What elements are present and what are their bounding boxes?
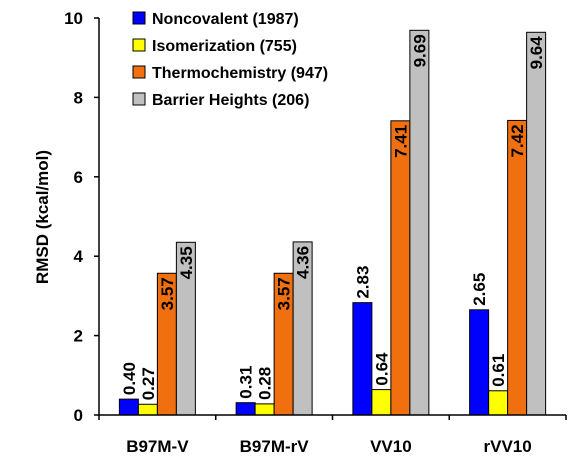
legend-swatch-4 [132,92,146,106]
data-label-vv10-series-1: 2.83 [353,266,372,299]
y-tick-label: 0 [74,406,83,425]
data-label-rvv10-series-2: 0.61 [489,354,508,387]
data-label-b97m-rv-series-4: 4.36 [294,246,313,279]
data-label-vv10-series-2: 0.64 [372,352,391,386]
data-label-vv10-series-3: 7.41 [391,125,410,158]
bar-vv10-series-4 [409,29,430,416]
bar-vv10-series-2 [371,389,392,416]
bars-layer [118,29,547,416]
axes-layer: 0 2 4 6 8 10 B97M-V B97M-rV VV10 rVV10 [64,9,567,456]
y-tick-label: 2 [74,327,83,346]
data-label-rvv10-series-4: 9.64 [527,36,546,70]
data-label-rvv10-series-3: 7.42 [508,124,527,157]
data-label-b97m-rv-series-3: 3.57 [275,277,294,310]
y-tick-label: 4 [74,247,84,266]
legend: Noncovalent (1987) Isomerization (755) The… [132,11,328,109]
bar-b97m-v-series-2 [137,403,158,416]
y-axis-title: RMSD (kcal/mol) [33,150,52,284]
x-tick-label-b97m-v: B97M-V [126,437,189,456]
data-label-vv10-series-4: 9.69 [410,34,429,67]
legend-label-2: Isomerization (755) [152,38,297,55]
bar-rvv10-series-2 [488,390,509,416]
data-label-b97m-v-series-3: 3.57 [158,277,177,310]
bar-b97m-rv-series-1 [235,402,256,416]
bar-b97m-rv-series-2 [254,403,275,416]
bar-rvv10-series-1 [469,309,490,416]
bar-vv10-series-1 [352,302,373,416]
data-label-b97m-v-series-1: 0.40 [120,362,139,395]
data-label-b97m-rv-series-2: 0.28 [256,367,275,400]
bar-b97m-v-series-1 [118,398,139,416]
legend-swatch-2 [132,38,146,52]
data-label-rvv10-series-1: 2.65 [470,273,489,306]
y-tick-label: 10 [64,9,83,28]
bar-rvv10-series-3 [507,119,528,416]
data-label-b97m-rv-series-1: 0.31 [237,366,256,399]
data-labels-layer: 0.40 0.273.574.350.31 0.283.574.362.830.64… [120,34,546,400]
legend-swatch-3 [132,65,146,79]
bar-rvv10-series-4 [526,31,547,416]
legend-label-3: Thermochemistry (947) [152,65,328,82]
legend-swatch-1 [132,11,146,25]
data-label-b97m-v-series-2: 0.27 [139,367,158,400]
x-tick-label-rvv10: rVV10 [484,437,532,456]
y-tick-label: 6 [74,168,83,187]
x-tick-label-vv10: VV10 [370,437,412,456]
bar-vv10-series-3 [390,120,411,416]
y-tick-label: 8 [74,88,83,107]
legend-label-1: Noncovalent (1987) [152,11,299,28]
legend-label-4: Barrier Heights (206) [152,92,309,109]
x-tick-label-b97m-rv: B97M-rV [240,437,310,456]
data-label-b97m-v-series-4: 4.35 [177,246,196,279]
